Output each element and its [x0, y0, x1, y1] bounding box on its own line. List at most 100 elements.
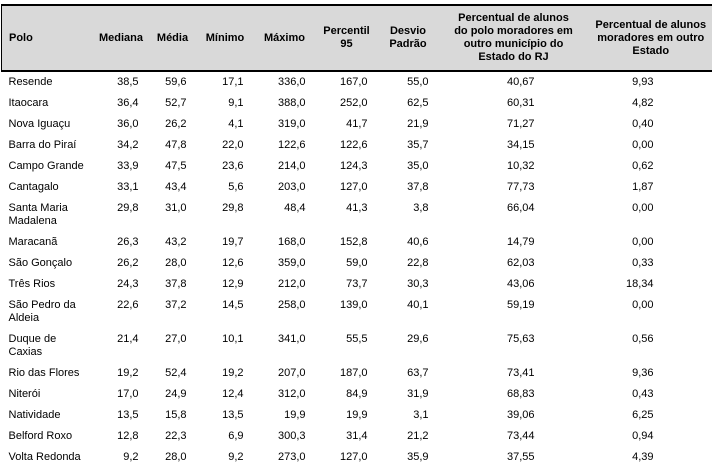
value-cell: 9,2: [196, 447, 254, 467]
value-cell: 22,0: [196, 135, 254, 156]
value-cell: 27,0: [148, 329, 197, 363]
value-cell: 207,0: [253, 363, 316, 384]
value-cell: 1,87: [588, 177, 712, 198]
value-cell: 19,9: [253, 405, 316, 426]
value-cell: 34,2: [93, 135, 149, 156]
table-row: Duque de Caxias 21,4 27,0 10,1 341,0 55,5 29,6…: [1, 329, 712, 363]
value-cell: 68,83: [438, 384, 589, 405]
table-row: Santa Maria Madalena 29,8 31,0 29,8 48,4 41,3…: [1, 198, 712, 232]
value-cell: 29,6: [377, 329, 439, 363]
value-cell: 39,06: [438, 405, 589, 426]
value-cell: 73,41: [438, 363, 589, 384]
value-cell: 300,3: [253, 426, 316, 447]
polo-name-cell: Resende: [1, 71, 94, 93]
value-cell: 73,44: [438, 426, 589, 447]
value-cell: 0,94: [588, 426, 712, 447]
value-cell: 36,4: [93, 93, 149, 114]
value-cell: 0,62: [588, 156, 712, 177]
value-cell: 26,2: [148, 114, 197, 135]
value-cell: 5,6: [196, 177, 254, 198]
table-row: Itaocara 36,4 52,7 9,1 388,0 252,0 62,5 60,31 4,…: [1, 93, 712, 114]
value-cell: 13,5: [196, 405, 254, 426]
table-row: Rio das Flores 19,2 52,4 19,2 207,0 187,0 63,7…: [1, 363, 712, 384]
table-row: Belford Roxo 12,8 22,3 6,9 300,3 31,4 21,2 73,4…: [1, 426, 712, 447]
value-cell: 43,2: [148, 232, 197, 253]
value-cell: 187,0: [315, 363, 378, 384]
value-cell: 28,0: [148, 447, 197, 467]
value-cell: 4,82: [588, 93, 712, 114]
value-cell: 17,1: [196, 71, 254, 93]
polo-name-cell: Campo Grande: [1, 156, 94, 177]
value-cell: 9,36: [588, 363, 712, 384]
value-cell: 9,1: [196, 93, 254, 114]
value-cell: 22,3: [148, 426, 197, 447]
value-cell: 35,0: [377, 156, 439, 177]
value-cell: 4,1: [196, 114, 254, 135]
value-cell: 124,3: [315, 156, 378, 177]
value-cell: 34,15: [438, 135, 589, 156]
value-cell: 21,4: [93, 329, 149, 363]
value-cell: 47,5: [148, 156, 197, 177]
polo-name-cell: Duque de Caxias: [1, 329, 94, 363]
value-cell: 26,3: [93, 232, 149, 253]
value-cell: 0,00: [588, 232, 712, 253]
value-cell: 59,0: [315, 253, 378, 274]
value-cell: 258,0: [253, 295, 316, 329]
column-header-percentil95: Percentil 95: [315, 4, 378, 72]
value-cell: 0,40: [588, 114, 712, 135]
column-header-mediana: Mediana: [93, 4, 149, 72]
header-row: Polo Mediana Média Mínimo Máximo Percentil 95…: [1, 4, 712, 72]
table-row: Nova Iguaçu 36,0 26,2 4,1 319,0 41,7 21,9 71,27…: [1, 114, 712, 135]
value-cell: 212,0: [253, 274, 316, 295]
value-cell: 19,9: [315, 405, 378, 426]
value-cell: 168,0: [253, 232, 316, 253]
polo-name-cell: Nova Iguaçu: [1, 114, 94, 135]
value-cell: 319,0: [253, 114, 316, 135]
polo-name-cell: Rio das Flores: [1, 363, 94, 384]
table-row: Niterói 17,0 24,9 12,4 312,0 84,9 31,9 68,83 0,4…: [1, 384, 712, 405]
value-cell: 22,8: [377, 253, 439, 274]
value-cell: 19,7: [196, 232, 254, 253]
value-cell: 0,00: [588, 198, 712, 232]
column-header-media: Média: [148, 4, 197, 72]
value-cell: 47,8: [148, 135, 197, 156]
value-cell: 28,0: [148, 253, 197, 274]
value-cell: 35,9: [377, 447, 439, 467]
value-cell: 9,2: [93, 447, 149, 467]
value-cell: 12,8: [93, 426, 149, 447]
value-cell: 40,1: [377, 295, 439, 329]
value-cell: 273,0: [253, 447, 316, 467]
value-cell: 0,56: [588, 329, 712, 363]
value-cell: 0,00: [588, 295, 712, 329]
table-row: Barra do Piraí 34,2 47,8 22,0 122,6 122,6 35,7…: [1, 135, 712, 156]
value-cell: 10,32: [438, 156, 589, 177]
value-cell: 167,0: [315, 71, 378, 93]
table-row: Cantagalo 33,1 43,4 5,6 203,0 127,0 37,8 77,73 1…: [1, 177, 712, 198]
table-row: Volta Redonda 9,2 28,0 9,2 273,0 127,0 35,9 37,…: [1, 447, 712, 467]
value-cell: 37,8: [148, 274, 197, 295]
value-cell: 4,39: [588, 447, 712, 467]
value-cell: 9,93: [588, 71, 712, 93]
value-cell: 14,5: [196, 295, 254, 329]
value-cell: 66,04: [438, 198, 589, 232]
value-cell: 26,2: [93, 253, 149, 274]
value-cell: 35,7: [377, 135, 439, 156]
value-cell: 14,79: [438, 232, 589, 253]
value-cell: 59,6: [148, 71, 197, 93]
value-cell: 41,3: [315, 198, 378, 232]
polo-name-cell: São Pedro da Aldeia: [1, 295, 94, 329]
value-cell: 19,2: [196, 363, 254, 384]
polo-name-cell: Belford Roxo: [1, 426, 94, 447]
value-cell: 31,0: [148, 198, 197, 232]
value-cell: 0,00: [588, 135, 712, 156]
value-cell: 22,6: [93, 295, 149, 329]
column-header-polo: Polo: [1, 4, 94, 72]
polo-name-cell: Maracanã: [1, 232, 94, 253]
value-cell: 6,25: [588, 405, 712, 426]
value-cell: 0,43: [588, 384, 712, 405]
value-cell: 31,9: [377, 384, 439, 405]
value-cell: 12,6: [196, 253, 254, 274]
value-cell: 30,3: [377, 274, 439, 295]
column-header-pct_outro_municipio_rj: Percentual de alunos do polo moradores e…: [438, 4, 589, 72]
